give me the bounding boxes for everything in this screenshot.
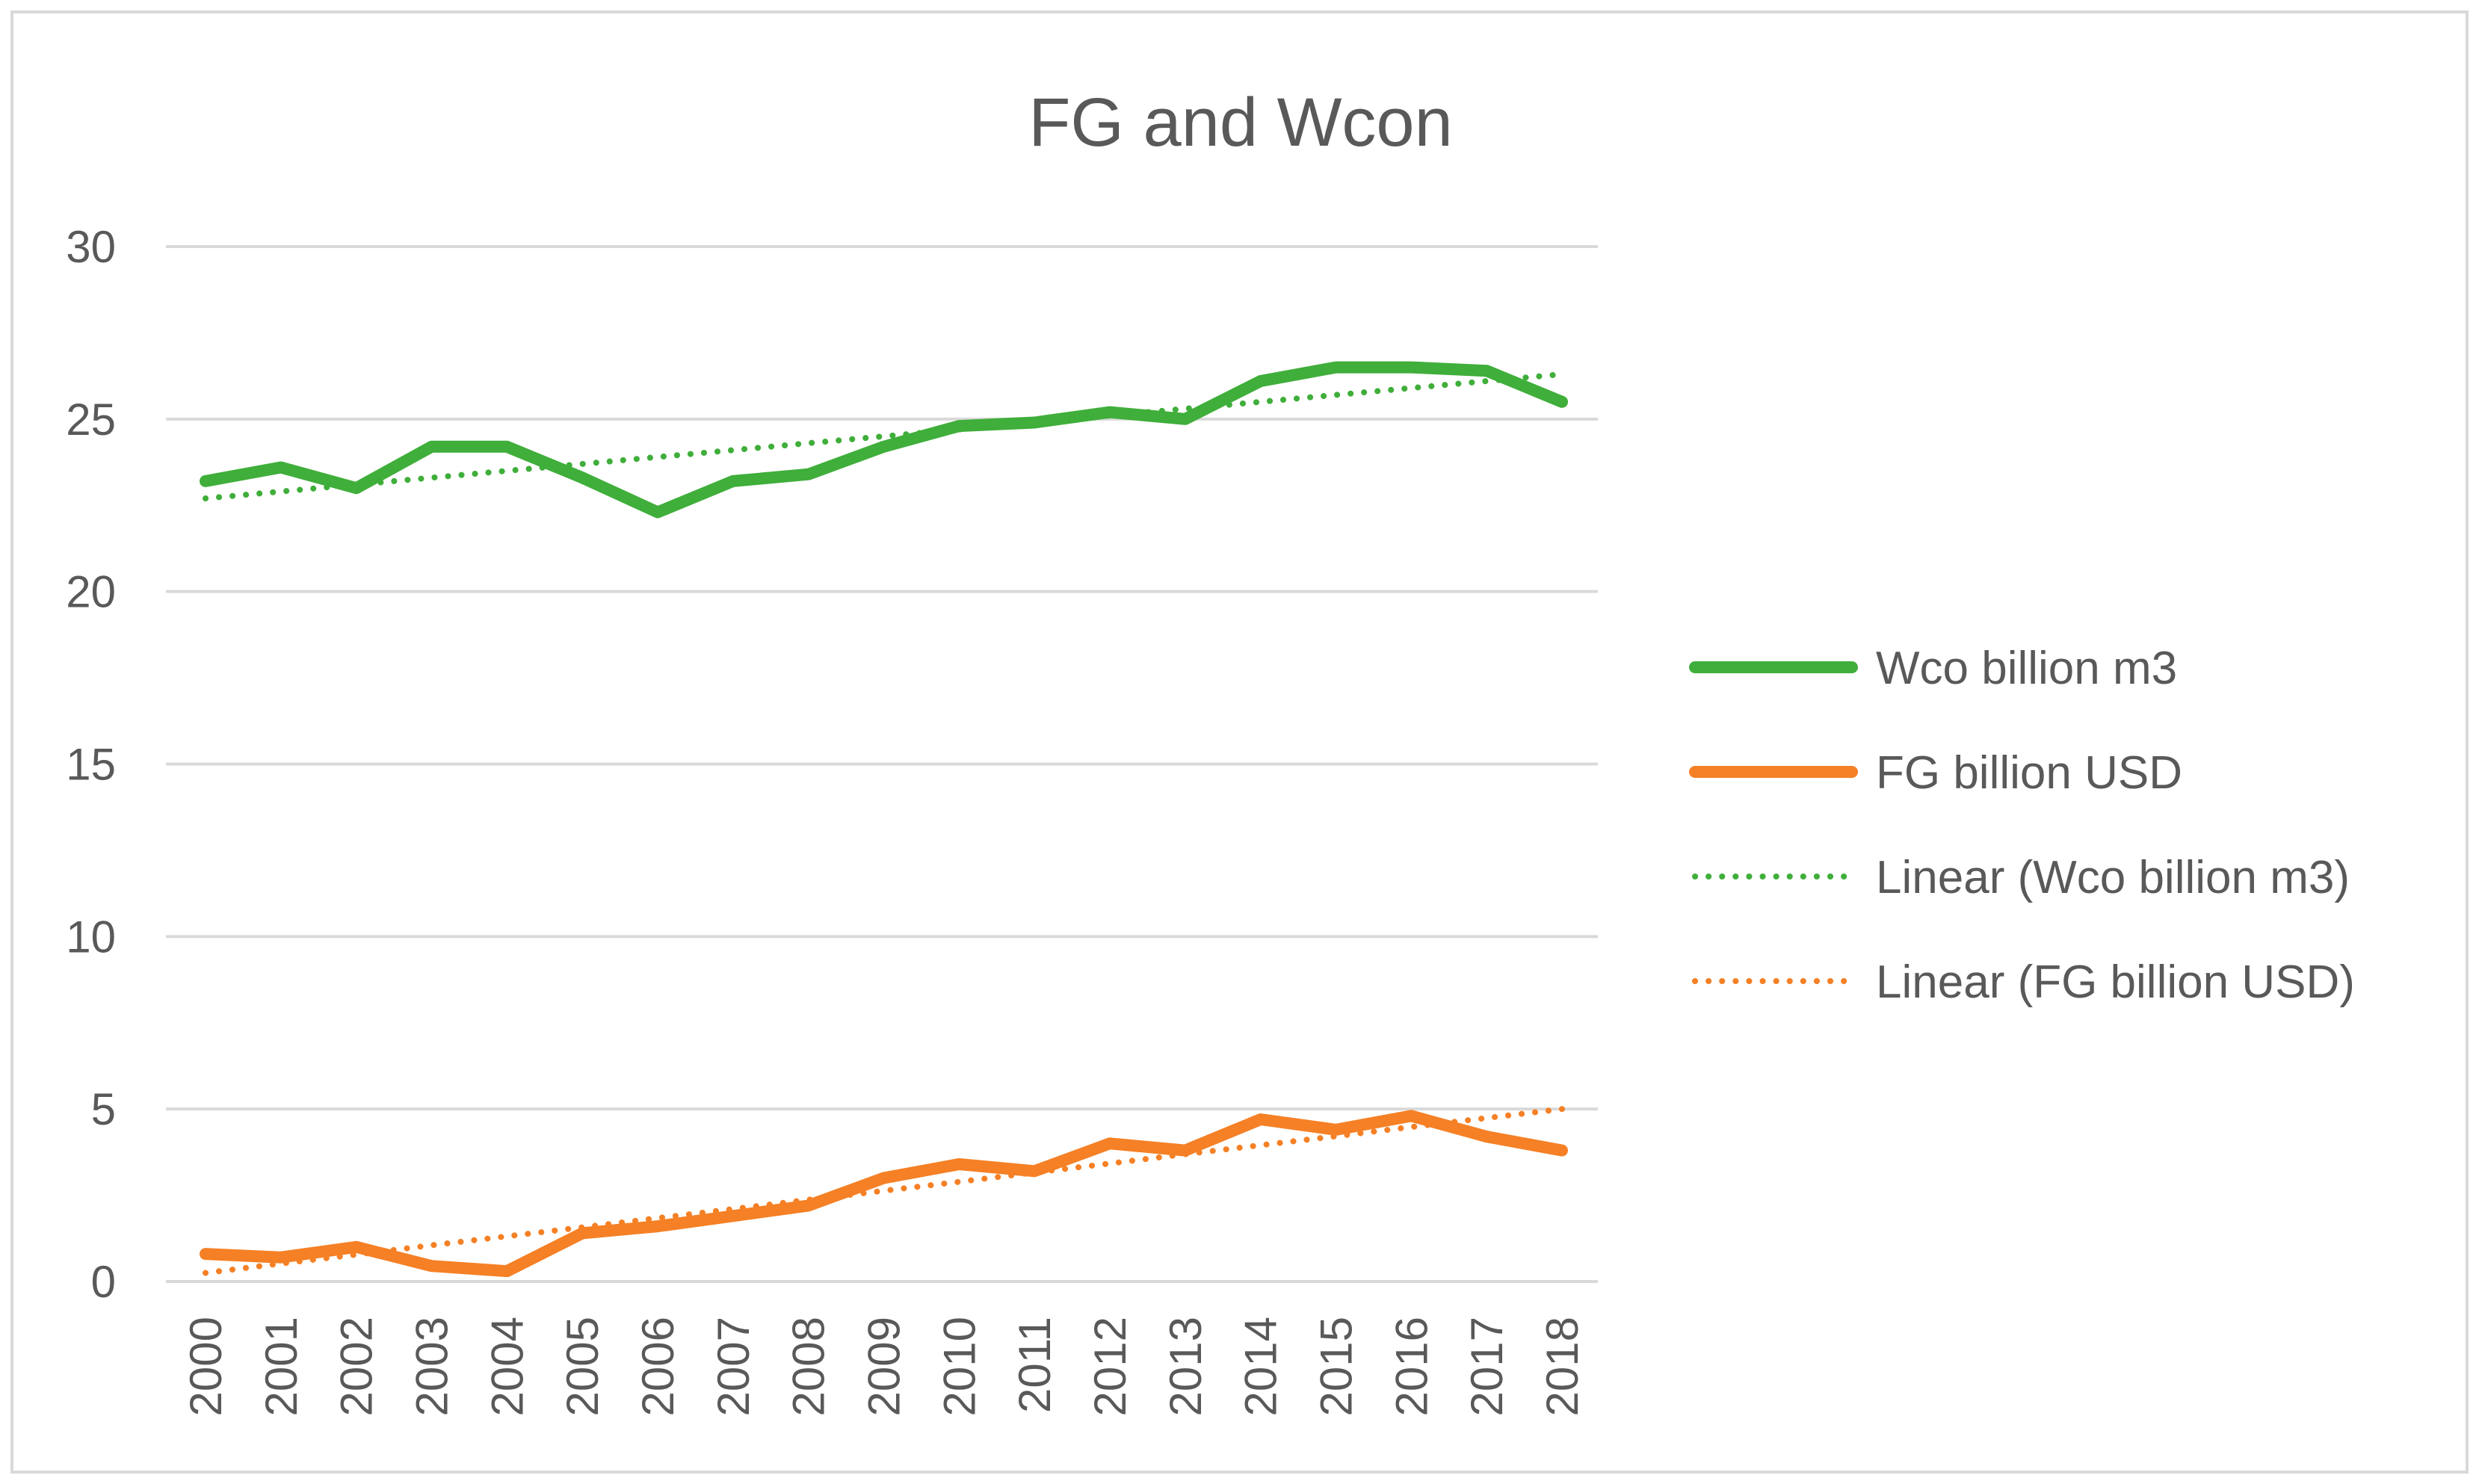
x-tick-label: 2001 [256, 1317, 306, 1416]
x-tick-label: 2013 [1161, 1317, 1211, 1416]
x-axis-tick-labels: 2000 2001 2002 2003 2004 2005 2006 2007 2008 2009… [181, 1317, 1587, 1416]
legend-label-wco-billion-m3: Wco billion m3 [1876, 643, 2177, 694]
chart-title: FG and Wcon [1028, 84, 1453, 161]
gridlines [166, 245, 1598, 1283]
x-tick-label: 2015 [1312, 1317, 1362, 1416]
x-tick-label: 2016 [1386, 1317, 1436, 1416]
y-tick-label: 5 [91, 1084, 116, 1134]
x-tick-label: 2008 [784, 1317, 834, 1416]
x-tick-label: 2004 [482, 1317, 532, 1416]
legend-label-linear-fg-billion-usd: Linear (FG billion USD) [1876, 956, 2355, 1008]
y-tick-label: 15 [66, 740, 116, 790]
x-tick-label: 2002 [332, 1317, 382, 1416]
y-axis-tick-labels: 0 5 10 15 20 25 30 [66, 222, 116, 1307]
series-line-fg-billion-usd [200, 1110, 1568, 1278]
y-tick-label: 20 [66, 567, 116, 617]
series-line-linear-wco-billion-m3 [203, 371, 1565, 501]
legend-label-linear-wco-billion-m3: Linear (Wco billion m3) [1876, 852, 2350, 903]
chart-area [10, 10, 2469, 1474]
x-tick-label: 2012 [1085, 1317, 1135, 1416]
x-tick-label: 2018 [1537, 1317, 1587, 1416]
x-tick-label: 2011 [1010, 1317, 1060, 1413]
x-tick-label: 2009 [859, 1317, 910, 1416]
x-tick-label: 2000 [181, 1317, 231, 1416]
y-tick-label: 25 [66, 395, 116, 445]
y-tick-label: 30 [66, 222, 116, 272]
x-tick-label: 2003 [407, 1317, 457, 1416]
y-tick-label: 10 [66, 912, 116, 962]
x-tick-label: 2005 [558, 1317, 608, 1416]
series-line-wco-billion-m3 [200, 361, 1568, 519]
legend-label-fg-billion-usd: FG billion USD [1876, 747, 2182, 799]
series-line-linear-fg-billion-usd [203, 1106, 1565, 1276]
series-lines [200, 361, 1568, 1278]
legend: Wco billion m3 FG billion USD Linear (Wco … [1689, 643, 2355, 1008]
x-tick-label: 2006 [633, 1317, 683, 1416]
y-tick-label: 0 [91, 1257, 116, 1307]
x-tick-label: 2010 [934, 1317, 984, 1416]
x-tick-label: 2007 [708, 1317, 759, 1416]
x-tick-label: 2014 [1236, 1317, 1286, 1416]
x-tick-label: 2017 [1462, 1317, 1512, 1416]
